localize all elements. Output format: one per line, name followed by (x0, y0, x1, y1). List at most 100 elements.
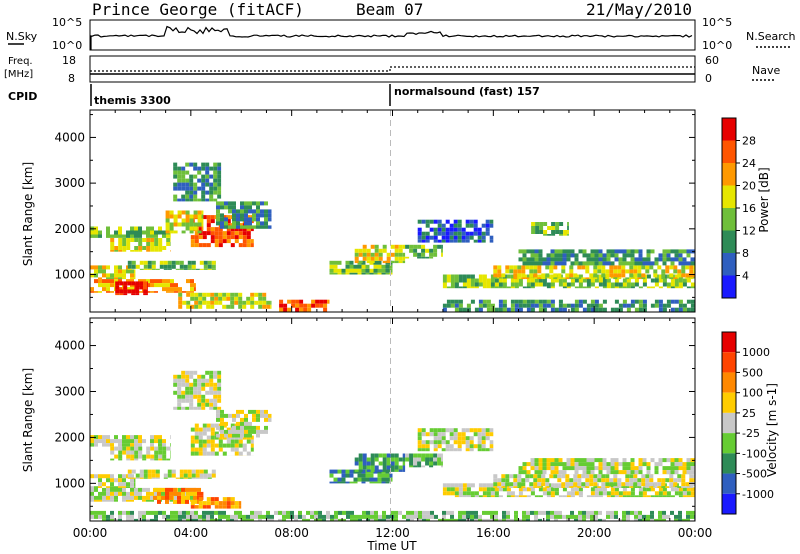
heatmap-cell (370, 252, 375, 257)
heatmap-cell (191, 473, 196, 478)
heatmap-cell (214, 227, 219, 232)
heatmap-cell (228, 433, 232, 438)
heatmap-cell (198, 439, 203, 444)
heatmap-cell (146, 495, 150, 500)
heatmap-cell (558, 303, 563, 308)
heatmap-cell (541, 474, 546, 479)
heatmap-cell (549, 265, 554, 270)
heatmap-cell (421, 457, 426, 462)
heatmap-cell (621, 269, 626, 274)
heatmap-cell (517, 269, 522, 274)
heatmap-cell (217, 174, 222, 179)
heatmap-cell (489, 239, 494, 243)
heatmap-cell (509, 474, 514, 479)
heatmap-cell (94, 279, 98, 284)
heatmap-cell (442, 274, 447, 279)
heatmap-cell (646, 470, 651, 475)
heatmap-cell (98, 486, 102, 488)
heatmap-cell (573, 277, 578, 280)
heatmap-cell (538, 307, 543, 312)
heatmap-cell (264, 429, 268, 434)
heatmap-cell (213, 178, 218, 183)
heatmap-cell (610, 466, 615, 471)
heatmap-cell (213, 394, 218, 399)
heatmap-cell (193, 214, 198, 219)
heatmap-cell (178, 304, 183, 309)
heatmap-cell (526, 307, 531, 312)
heatmap-cell (582, 466, 587, 471)
heatmap-cell (437, 223, 442, 228)
heatmap-cell (177, 174, 182, 179)
heatmap-cell (517, 273, 522, 278)
heatmap-cell (421, 428, 426, 433)
heatmap-cell (441, 252, 443, 257)
heatmap-cell (478, 483, 483, 488)
heatmap-cell (127, 469, 132, 474)
heatmap-cell (177, 386, 182, 391)
heatmap-cell (333, 260, 338, 265)
heatmap-cell (173, 170, 178, 175)
heatmap-cell (90, 510, 94, 515)
heatmap-cell (550, 495, 555, 498)
heatmap-cell (126, 238, 131, 242)
heatmap-cell (629, 474, 634, 479)
heatmap-cell (377, 272, 382, 275)
heatmap-cell (183, 477, 188, 479)
heatmap-cell (158, 242, 163, 246)
heatmap-cell (170, 242, 171, 246)
heatmap-cell (174, 283, 178, 288)
heatmap-cell (333, 264, 338, 269)
heatmap-cell (193, 174, 198, 179)
heatmap-cell (138, 291, 142, 293)
heatmap-cell (626, 466, 631, 471)
heatmap-cell (130, 446, 135, 451)
heatmap-cell (190, 304, 195, 309)
heatmap-cell (614, 462, 619, 467)
heatmap-cell (458, 303, 463, 308)
heatmap-cell (578, 299, 583, 304)
heatmap-cell (171, 473, 176, 478)
heatmap-cell (114, 279, 118, 284)
heatmap-cell (256, 221, 260, 226)
heatmap-cell (638, 518, 642, 521)
heatmap-cell (502, 282, 507, 287)
heatmap-cell (425, 231, 430, 236)
heatmap-cell (365, 264, 370, 269)
heatmap-cell (354, 252, 359, 257)
heatmap-cell (338, 510, 342, 515)
heatmap-cell (134, 446, 139, 451)
heatmap-cell (529, 265, 534, 270)
heatmap-cell (122, 443, 126, 447)
heatmap-cell (553, 474, 558, 479)
heatmap-cell (170, 443, 171, 447)
heatmap-cell (174, 514, 178, 519)
heatmap-cell (90, 443, 94, 447)
heatmap-cell (242, 447, 247, 452)
heatmap-cell (214, 231, 219, 236)
heatmap-cell (458, 491, 463, 496)
heatmap-cell (578, 458, 583, 463)
colorbar-swatch (722, 140, 736, 163)
heatmap-cell (477, 231, 482, 236)
heatmap-cell (216, 413, 220, 418)
heatmap-cell (454, 307, 459, 312)
heatmap-cell (115, 281, 120, 286)
heatmap-cell (626, 514, 630, 519)
heatmap-cell (353, 264, 358, 269)
heatmap-cell (445, 231, 450, 236)
heatmap-cell (226, 292, 231, 297)
heatmap-cell (525, 277, 530, 280)
heatmap-cell (154, 439, 158, 444)
heatmap-cell (146, 491, 150, 496)
heatmap-cell (609, 273, 614, 278)
heatmap-cell (370, 461, 375, 466)
heatmap-cell (206, 435, 211, 440)
heatmap-cell (186, 510, 190, 515)
heatmap-cell (426, 514, 430, 519)
heatmap-cell (434, 514, 438, 519)
heatmap-cell (373, 481, 378, 484)
heatmap-cell (458, 495, 463, 498)
heatmap-cell (685, 265, 690, 270)
heatmap-cell (474, 495, 479, 498)
heatmap-cell (185, 210, 190, 215)
